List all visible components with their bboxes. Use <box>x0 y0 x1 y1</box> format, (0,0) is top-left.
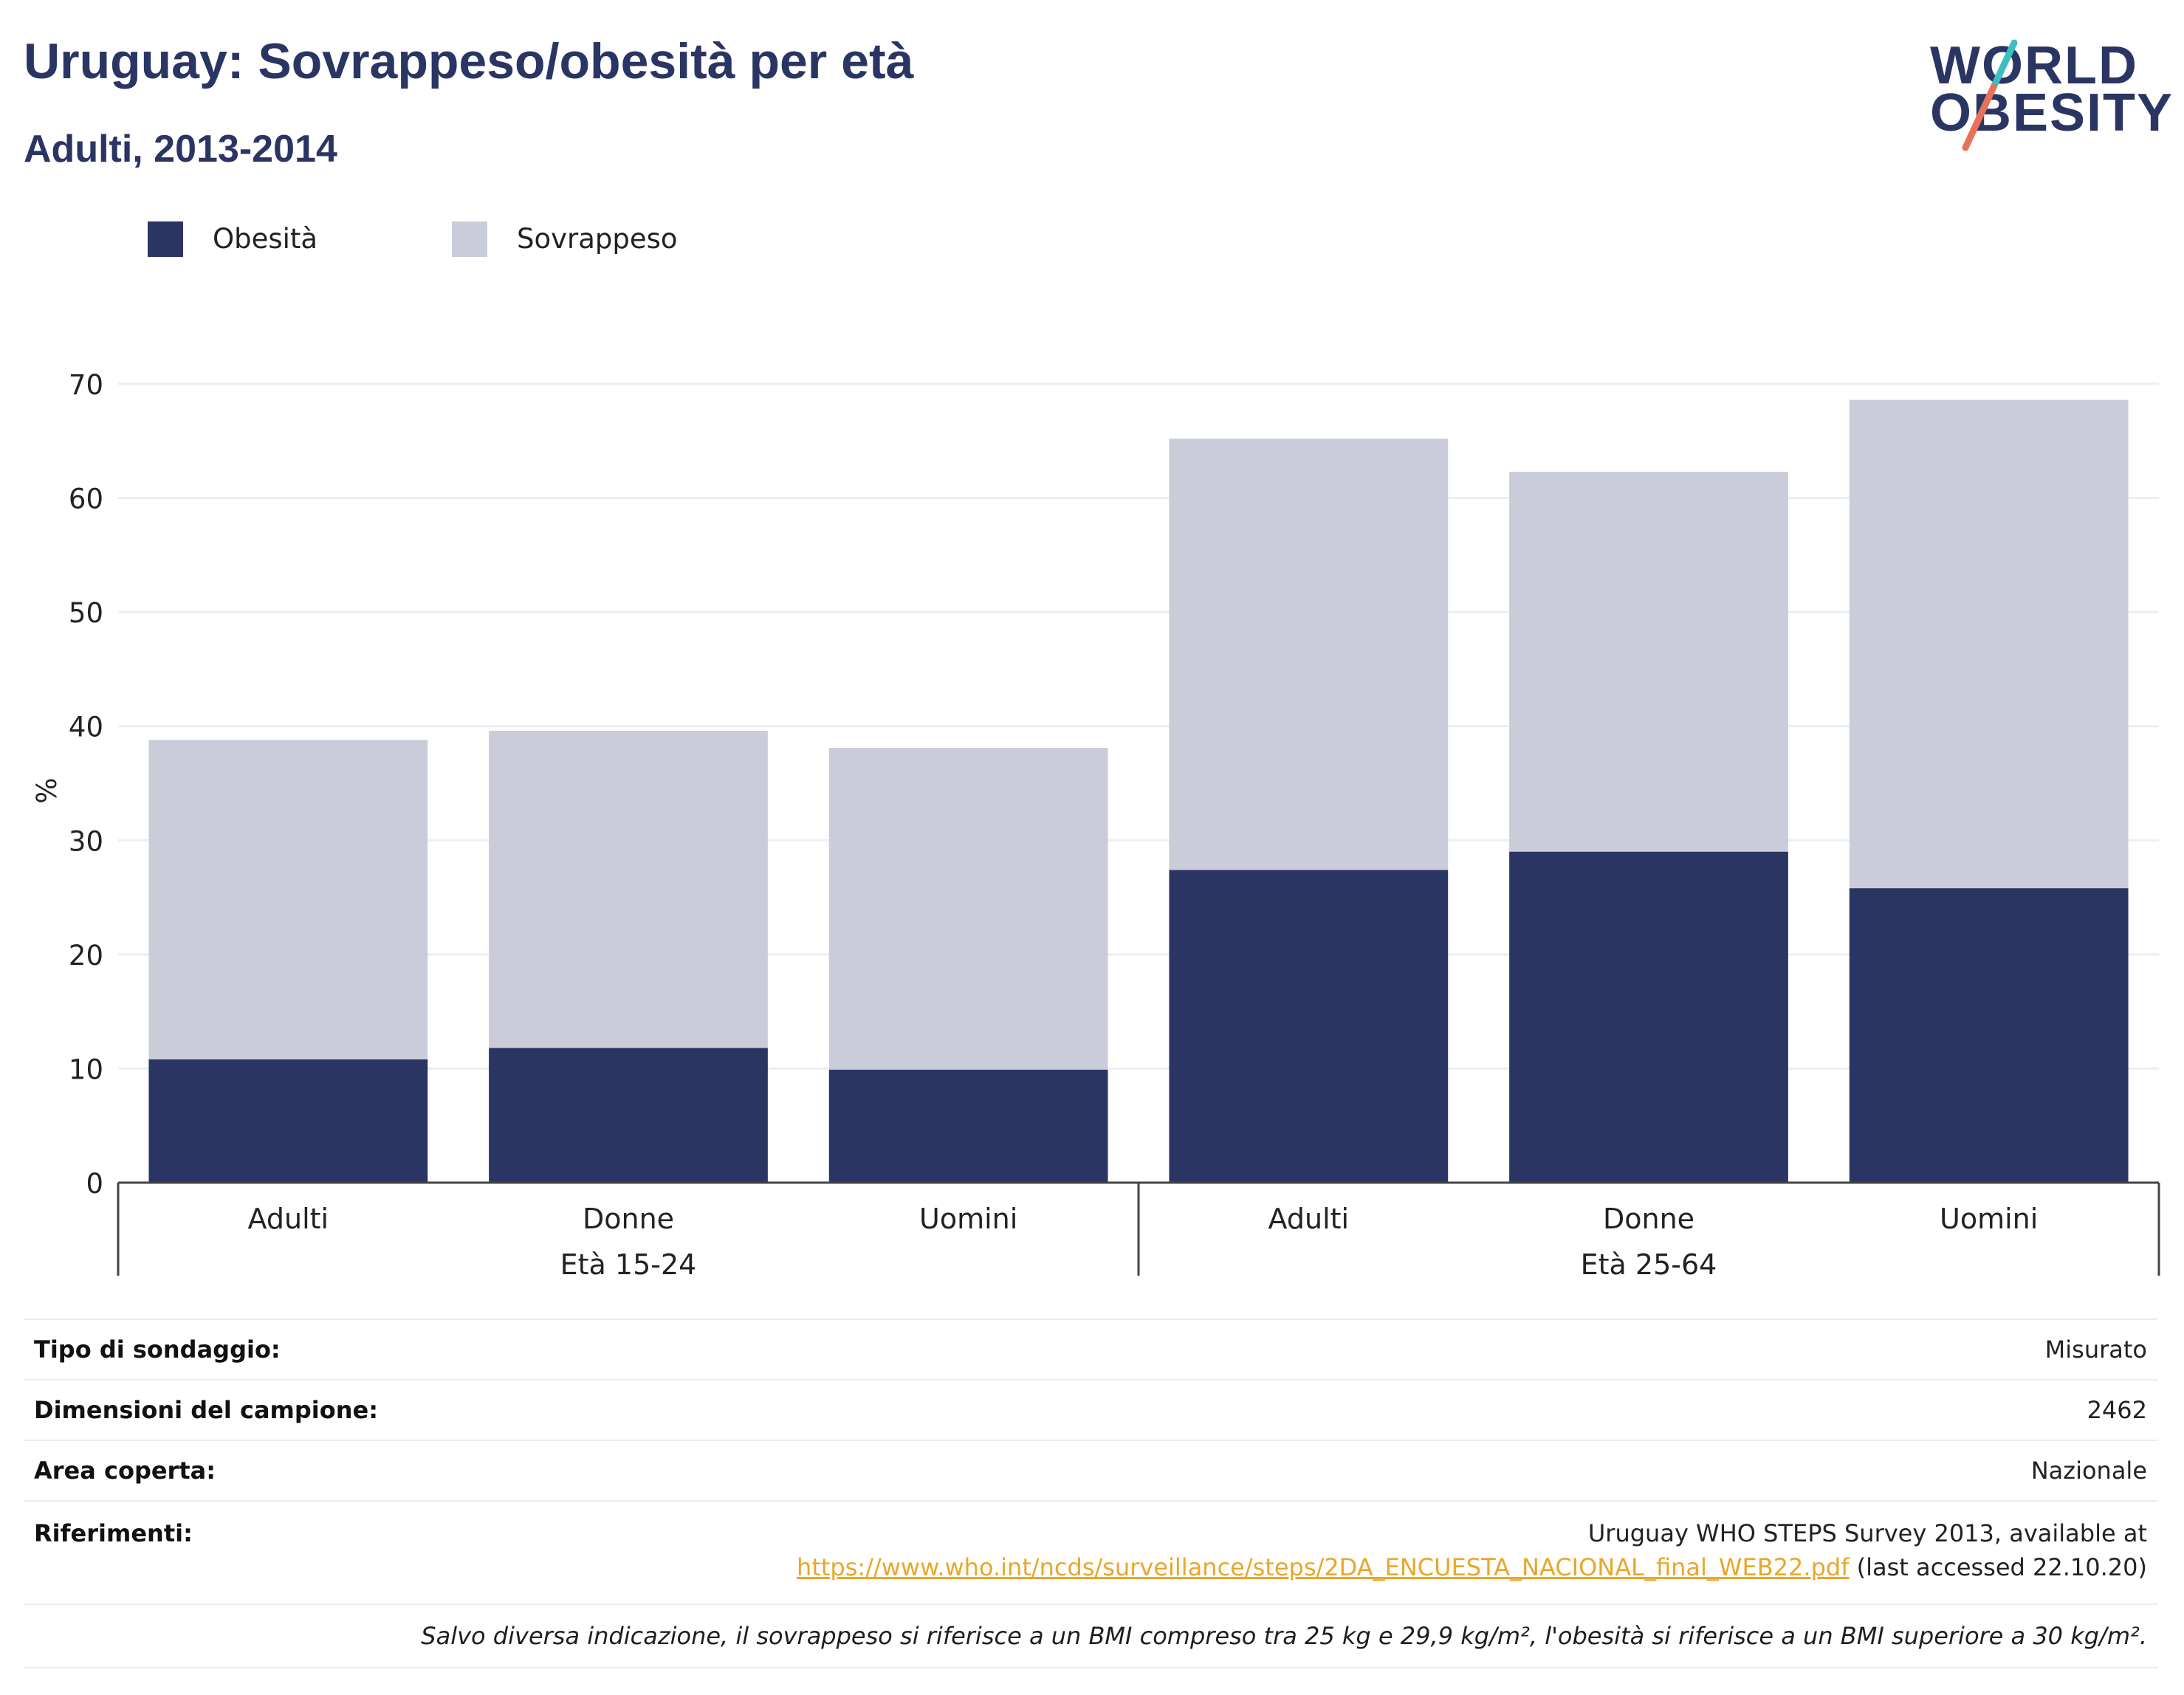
info-row-area: Area coperta: Nazionale <box>24 1440 2157 1501</box>
references-link[interactable]: https://www.who.int/ncds/surveillance/st… <box>797 1553 1850 1581</box>
bar-obesity-5 <box>1849 888 2129 1183</box>
bar-overweight-5 <box>1849 399 2129 889</box>
y-tick-label-20: 20 <box>69 940 103 972</box>
x-category-label-1: Donne <box>583 1203 674 1235</box>
y-tick-label-10: 10 <box>69 1053 103 1085</box>
sample-size-value: 2462 <box>472 1379 2157 1440</box>
bmi-note: Salvo diversa indicazione, il sovrappeso… <box>24 1603 2157 1668</box>
legend-label-overweight: Sovrappeso <box>517 223 678 255</box>
bar-overweight-4 <box>1509 472 1788 852</box>
area-value: Nazionale <box>472 1440 2157 1501</box>
survey-type-label: Tipo di sondaggio: <box>24 1318 473 1380</box>
legend-swatch-obesity <box>148 221 183 257</box>
x-category-label-3: Adulti <box>1268 1203 1350 1235</box>
world-obesity-logo: WORLD OBESITY <box>1920 22 2172 155</box>
logo-slash-icon <box>1962 39 2018 151</box>
y-tick-label-70: 70 <box>69 369 103 401</box>
bar-overweight-2 <box>828 748 1108 1070</box>
references-label: Riferimenti: <box>24 1500 473 1604</box>
x-category-label-4: Donne <box>1603 1203 1694 1235</box>
bar-overweight-3 <box>1169 439 1449 870</box>
y-tick-label-60: 60 <box>69 484 103 515</box>
bar-overweight-0 <box>148 740 428 1060</box>
y-tick-label-40: 40 <box>69 712 103 743</box>
bar-obesity-3 <box>1169 870 1449 1183</box>
area-label: Area coperta: <box>24 1440 473 1501</box>
bar-obesity-1 <box>489 1048 768 1183</box>
info-row-sample-size: Dimensioni del campione: 2462 <box>24 1379 2157 1440</box>
references-value: Uruguay WHO STEPS Survey 2013, available… <box>472 1500 2157 1604</box>
references-text: Uruguay WHO STEPS Survey 2013, available… <box>1587 1519 2147 1547</box>
survey-info-table: Tipo di sondaggio: Misurato Dimensioni d… <box>24 1318 2157 1668</box>
y-tick-label-0: 0 <box>86 1168 103 1200</box>
info-row-note: Salvo diversa indicazione, il sovrappeso… <box>24 1603 2157 1668</box>
x-category-label-5: Uomini <box>1940 1203 2038 1235</box>
bar-overweight-1 <box>489 730 768 1048</box>
bar-obesity-4 <box>1509 851 1788 1183</box>
y-axis-label: % <box>31 777 63 803</box>
x-group-label-1: Età 25-64 <box>1581 1248 1717 1281</box>
survey-type-value: Misurato <box>472 1318 2157 1380</box>
bar-obesity-2 <box>828 1069 1108 1183</box>
legend-label-obesity: Obesità <box>213 223 318 255</box>
info-row-survey-type: Tipo di sondaggio: Misurato <box>24 1318 2157 1380</box>
chart-subtitle: Adulti, 2013-2014 <box>24 128 337 171</box>
sample-size-label: Dimensioni del campione: <box>24 1379 473 1440</box>
x-category-label-0: Adulti <box>248 1203 329 1235</box>
y-tick-label-30: 30 <box>69 825 103 857</box>
bar-chart: 0 10 20 30 40 50 60 70% Adulti Donne Uomini Adulti D… <box>31 369 2160 1281</box>
x-group-label-0: Età 15-24 <box>560 1248 697 1281</box>
x-category-label-2: Uomini <box>919 1203 1017 1235</box>
legend-swatch-overweight <box>452 221 487 257</box>
chart-title: Uruguay: Sovrappeso/obesità per età <box>24 33 914 89</box>
info-row-references: Riferimenti: Uruguay WHO STEPS Survey 20… <box>24 1500 2157 1604</box>
y-tick-label-50: 50 <box>69 597 103 629</box>
references-suffix: (last accessed 22.10.20) <box>1849 1553 2147 1581</box>
logo-line-1: WORLD <box>1930 36 2138 95</box>
bar-obesity-0 <box>148 1059 428 1183</box>
